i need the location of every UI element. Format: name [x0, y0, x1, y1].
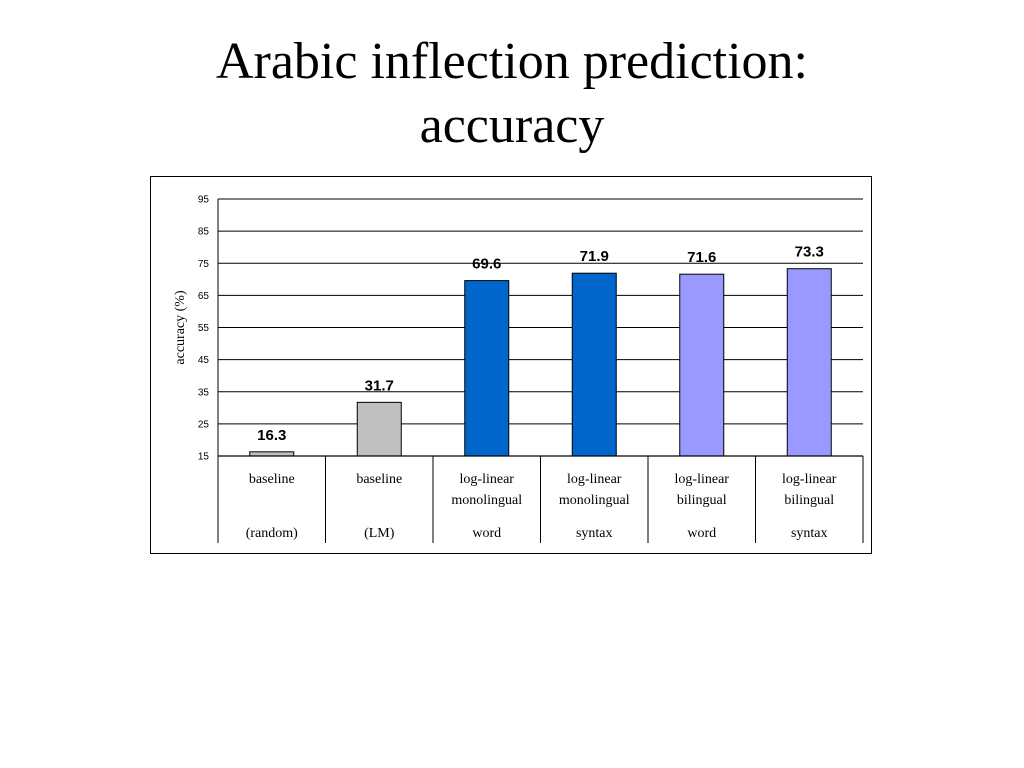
accuracy-bar-chart: 15 25 35 45 55 65 75 85 95 accuracy (%) 16.3 baseli… [173, 195, 864, 543]
y-tick-label: 65 [198, 291, 210, 302]
y-tick-label: 95 [198, 195, 210, 206]
bar [679, 273, 725, 457]
category-label: log-linear [675, 472, 730, 487]
category-label: log-linear [782, 472, 837, 487]
category-sublabel: (random) [246, 526, 298, 541]
data-label: 69.6 [472, 256, 501, 273]
category-sublabel: syntax [576, 526, 613, 541]
category-sublabel: word [472, 526, 501, 541]
y-tick-label: 45 [198, 355, 210, 366]
category-label: monolingual [559, 493, 630, 508]
y-tick-label: 25 [198, 419, 210, 430]
y-tick-label: 55 [198, 323, 210, 334]
data-label: 71.6 [687, 249, 716, 266]
y-axis-title: accuracy (%) [173, 290, 188, 365]
chart-frame: 15 25 35 45 55 65 75 85 95 accuracy (%) 16.3 baseli… [150, 176, 872, 554]
y-tick-label: 85 [198, 227, 210, 238]
slide-title-line-2: accuracy [419, 97, 605, 154]
category-sublabel: syntax [791, 526, 828, 541]
bar [356, 401, 402, 457]
category-label: baseline [356, 472, 402, 487]
category-label: log-linear [567, 472, 622, 487]
data-label: 16.3 [257, 427, 286, 444]
category-sublabel: (LM) [364, 526, 395, 541]
y-tick-label: 15 [198, 452, 210, 463]
slide-title-line-1: Arabic inflection prediction: [215, 33, 808, 90]
bar [249, 451, 295, 457]
bar [464, 280, 510, 457]
slide-title: Arabic inflection prediction: accuracy [0, 30, 1024, 158]
data-label: 71.9 [580, 248, 609, 265]
bar [571, 272, 617, 457]
y-tick-label: 75 [198, 259, 210, 270]
category-label: monolingual [451, 493, 522, 508]
category-label: bilingual [784, 493, 834, 508]
category-label: log-linear [460, 472, 515, 487]
data-label: 31.7 [365, 377, 394, 394]
category-sublabel: word [687, 526, 716, 541]
bar [786, 268, 832, 457]
data-label: 73.3 [795, 244, 824, 261]
category-label: baseline [249, 472, 295, 487]
category-label: bilingual [677, 493, 727, 508]
y-tick-label: 35 [198, 387, 210, 398]
